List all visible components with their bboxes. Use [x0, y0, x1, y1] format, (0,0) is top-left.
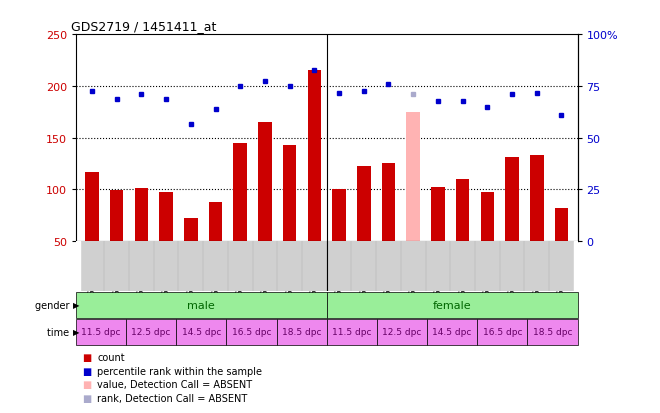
Bar [456, 180, 469, 242]
Bar [332, 190, 346, 242]
Bar [85, 173, 99, 242]
Text: ▶: ▶ [73, 328, 79, 336]
Text: ▶: ▶ [73, 301, 79, 309]
Bar [126, 319, 176, 345]
Bar [154, 242, 178, 291]
Bar [376, 242, 401, 291]
Text: 14.5 dpc: 14.5 dpc [432, 328, 472, 336]
Text: 11.5 dpc: 11.5 dpc [332, 328, 372, 336]
Bar [377, 319, 427, 345]
Bar [407, 113, 420, 242]
Bar [104, 242, 129, 291]
Text: 14.5 dpc: 14.5 dpc [182, 328, 221, 336]
Text: count: count [97, 352, 125, 362]
Bar [76, 319, 126, 345]
Bar [76, 292, 327, 318]
Bar [574, 242, 578, 291]
Bar [525, 242, 549, 291]
Bar [527, 319, 578, 345]
Text: 12.5 dpc: 12.5 dpc [382, 328, 422, 336]
Bar [209, 202, 222, 242]
Text: GDS2719 / 1451411_at: GDS2719 / 1451411_at [71, 19, 216, 33]
Bar [159, 192, 173, 242]
Text: female: female [433, 300, 471, 310]
Bar [234, 143, 247, 242]
Bar [76, 242, 80, 291]
Bar [426, 242, 450, 291]
Bar [258, 123, 272, 242]
Bar [327, 242, 351, 291]
Bar [477, 319, 527, 345]
Bar [530, 156, 544, 242]
Bar [135, 189, 148, 242]
Text: ■: ■ [82, 393, 92, 403]
Bar [450, 242, 475, 291]
Bar [554, 209, 568, 242]
Bar [302, 242, 327, 291]
Bar [351, 242, 376, 291]
Bar [500, 242, 525, 291]
Bar [327, 319, 377, 345]
Text: ■: ■ [82, 352, 92, 362]
Bar [178, 242, 203, 291]
Text: 18.5 dpc: 18.5 dpc [282, 328, 321, 336]
Bar [226, 319, 277, 345]
Bar [283, 146, 296, 242]
Text: rank, Detection Call = ABSENT: rank, Detection Call = ABSENT [97, 393, 248, 403]
Bar [357, 166, 370, 242]
Bar [427, 319, 477, 345]
Bar [176, 319, 226, 345]
Bar [480, 192, 494, 242]
Bar [129, 242, 154, 291]
Bar [80, 242, 104, 291]
Bar [505, 158, 519, 242]
Text: value, Detection Call = ABSENT: value, Detection Call = ABSENT [97, 380, 252, 389]
Text: ■: ■ [82, 380, 92, 389]
Bar [184, 219, 197, 242]
Text: 16.5 dpc: 16.5 dpc [482, 328, 522, 336]
Text: 18.5 dpc: 18.5 dpc [533, 328, 572, 336]
Text: 16.5 dpc: 16.5 dpc [232, 328, 271, 336]
Bar [475, 242, 500, 291]
Bar [308, 71, 321, 242]
Bar [277, 319, 327, 345]
Bar [381, 163, 395, 242]
Text: 12.5 dpc: 12.5 dpc [131, 328, 171, 336]
Text: time: time [48, 327, 73, 337]
Bar [203, 242, 228, 291]
Text: gender: gender [35, 300, 73, 310]
Bar [228, 242, 253, 291]
Text: percentile rank within the sample: percentile rank within the sample [97, 366, 262, 376]
Text: ■: ■ [82, 366, 92, 376]
Bar [327, 292, 578, 318]
Text: male: male [187, 300, 215, 310]
Bar [431, 188, 445, 242]
Bar [277, 242, 302, 291]
Bar [401, 242, 426, 291]
Bar [253, 242, 277, 291]
Bar [549, 242, 574, 291]
Text: 11.5 dpc: 11.5 dpc [81, 328, 121, 336]
Bar [110, 191, 123, 242]
